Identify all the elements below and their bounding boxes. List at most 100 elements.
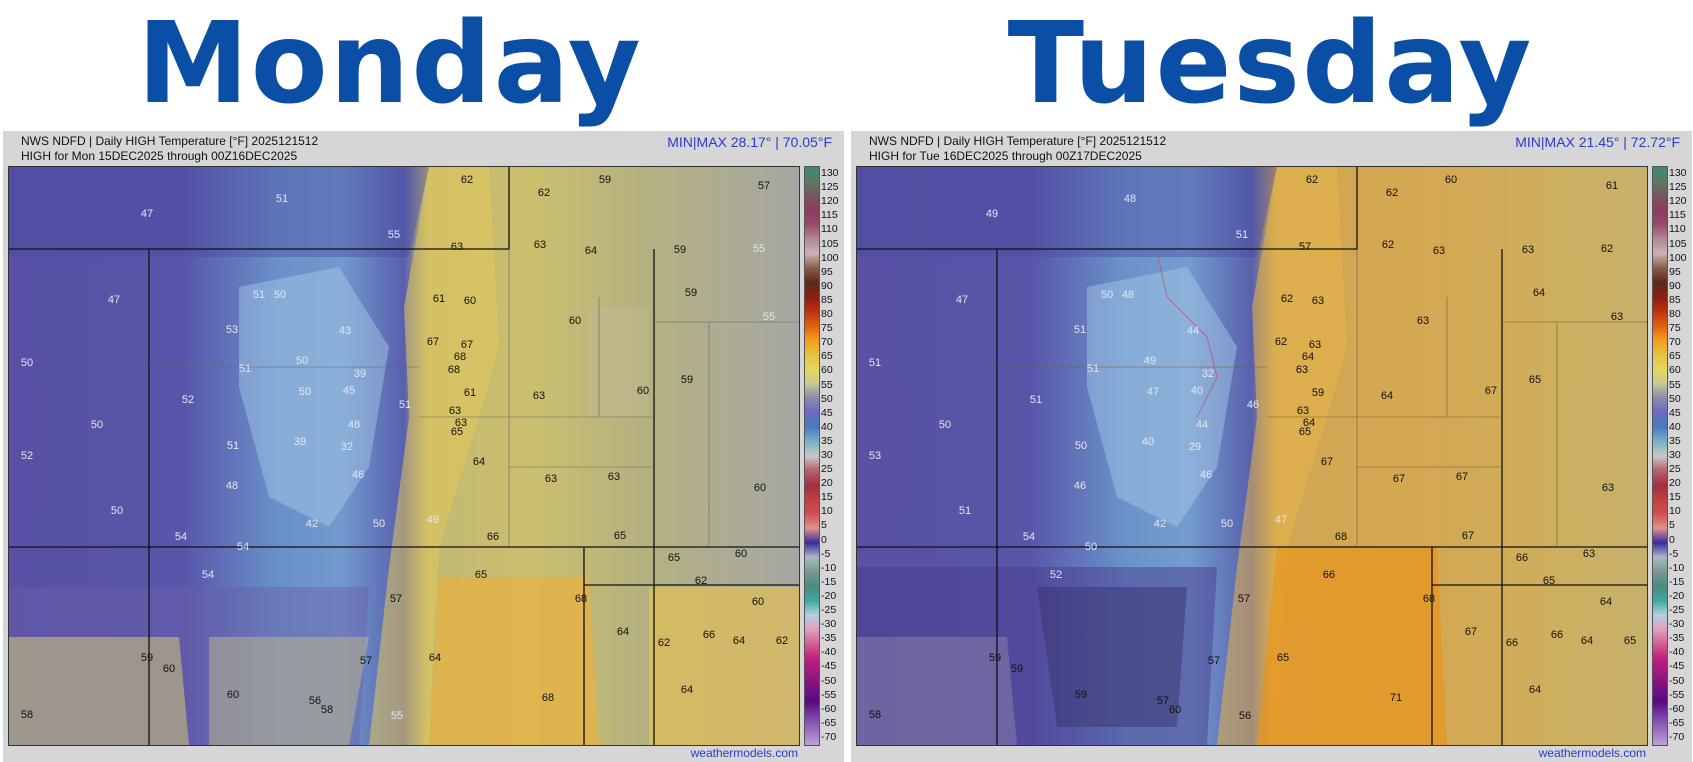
temperature-label: 63 xyxy=(1296,405,1310,417)
colorbar-tick: 80 xyxy=(1669,308,1681,321)
temperature-label: 46 xyxy=(351,469,365,481)
temperature-label: 57 xyxy=(757,180,771,192)
colorbar-tick: 95 xyxy=(1669,265,1681,278)
colorbar-tick: 90 xyxy=(1669,279,1681,292)
temperature-label: 67 xyxy=(460,339,474,351)
colorbar-tick: 105 xyxy=(1669,237,1687,250)
colorbar-tick: -30 xyxy=(1669,618,1685,631)
temperature-label: 63 xyxy=(1582,548,1596,560)
temperature-label: 54 xyxy=(236,541,250,553)
colorbar-labels: 130 125 120 115 110 105 100 95 90 85 80 75 70 65 60 55 5… xyxy=(1669,166,1693,744)
colorbar-tick: 100 xyxy=(821,251,839,264)
temperature-label: 62 xyxy=(657,637,671,649)
temperature-label: 63 xyxy=(532,390,546,402)
temperature-label: 55 xyxy=(387,229,401,241)
colorbar-tick: 25 xyxy=(821,463,833,476)
colorbar-tick: -15 xyxy=(821,575,837,588)
colorbar-tick: 0 xyxy=(1669,533,1675,546)
temperature-label: 61 xyxy=(463,387,477,399)
map-header-valid-time: HIGH for Mon 15DEC2025 through 00Z16DEC2… xyxy=(21,149,298,163)
colorbar-tick: 35 xyxy=(821,434,833,447)
colorbar-tick: -20 xyxy=(1669,589,1685,602)
temperature-label: 57 xyxy=(1298,241,1312,253)
temperature-label: 57 xyxy=(1207,655,1221,667)
colorbar-tick: 95 xyxy=(821,265,833,278)
colorbar-tick: -70 xyxy=(1669,730,1685,743)
colorbar-tick: 20 xyxy=(821,477,833,490)
temperature-label: 29 xyxy=(1188,441,1202,453)
temperature-label: 47 xyxy=(140,208,154,220)
temperature-label: 40 xyxy=(1141,436,1155,448)
temperature-label: 62 xyxy=(1305,174,1319,186)
temperature-label: 63 xyxy=(1416,315,1430,327)
temperature-label: 65 xyxy=(1276,652,1290,664)
temperature-label: 62 xyxy=(537,187,551,199)
colorbar-tick: 90 xyxy=(821,279,833,292)
temperature-label: 47 xyxy=(1274,514,1288,526)
colorbar-tick: 40 xyxy=(821,420,833,433)
temperature-label: 63 xyxy=(448,405,462,417)
temperature-label: 50 xyxy=(295,355,309,367)
temperature-label: 64 xyxy=(616,626,630,638)
colorbar-tick: 130 xyxy=(821,167,839,180)
temperature-label: 51 xyxy=(398,399,412,411)
temperature-label: 50 xyxy=(1100,289,1114,301)
temperature-label: 65 xyxy=(1623,635,1637,647)
temperature-label: 40 xyxy=(1190,385,1204,397)
temperature-label: 63 xyxy=(1521,244,1535,256)
temperature-label: 54 xyxy=(1022,531,1036,543)
temperature-label: 51 xyxy=(226,440,240,452)
colorbar-tick: -60 xyxy=(1669,702,1685,715)
temperature-label: 50 xyxy=(110,505,124,517)
temperature-label: 63 xyxy=(454,417,468,429)
temperature-label: 59 xyxy=(988,652,1002,664)
temperature-label: 67 xyxy=(1392,473,1406,485)
temperature-label: 56 xyxy=(308,695,322,707)
temperature-label: 59 xyxy=(1311,387,1325,399)
temperature-label: 55 xyxy=(752,243,766,255)
map-header-title: NWS NDFD | Daily HIGH Temperature [°F] 2… xyxy=(21,134,319,148)
temperature-label: 42 xyxy=(1153,518,1167,530)
temperature-label: 54 xyxy=(201,569,215,581)
temperature-label: 67 xyxy=(1461,530,1475,542)
temperature-label: 51 xyxy=(868,357,882,369)
colorbar-tick: 65 xyxy=(821,350,833,363)
temperature-label: 59 xyxy=(1074,689,1088,701)
temperature-label: 58 xyxy=(20,709,34,721)
colorbar-tick: -70 xyxy=(821,730,837,743)
colorbar-tick: 75 xyxy=(1669,322,1681,335)
colorbar xyxy=(804,166,820,746)
temperature-label: 62 xyxy=(460,174,474,186)
min-max-readout: MIN|MAX 21.45° | 72.72°F xyxy=(1515,134,1680,150)
temperature-label: 62 xyxy=(1280,293,1294,305)
temperature-label: 59 xyxy=(598,174,612,186)
temperature-label: 65 xyxy=(1528,374,1542,386)
colorbar-tick: -45 xyxy=(1669,660,1685,673)
colorbar-tick: -35 xyxy=(1669,632,1685,645)
credit-link[interactable]: weathermodels.com xyxy=(1538,746,1646,760)
temperature-label: 64 xyxy=(680,684,694,696)
temperature-label: 63 xyxy=(607,471,621,483)
temperature-label: 63 xyxy=(450,241,464,253)
temperature-label: 59 xyxy=(680,374,694,386)
credit-link[interactable]: weathermodels.com xyxy=(690,746,798,760)
temperature-label: 66 xyxy=(1505,637,1519,649)
temperature-label: 63 xyxy=(1610,311,1624,323)
colorbar-tick: 35 xyxy=(1669,434,1681,447)
colorbar-tick: 85 xyxy=(1669,293,1681,306)
temperature-label: 68 xyxy=(447,364,461,376)
colorbar-tick: -60 xyxy=(821,702,837,715)
temperature-label: 51 xyxy=(1086,363,1100,375)
colorbar-tick: 40 xyxy=(1669,420,1681,433)
colorbar-tick: 130 xyxy=(1669,167,1687,180)
temperature-label: 51 xyxy=(275,193,289,205)
map-header-valid-time: HIGH for Tue 16DEC2025 through 00Z17DEC2… xyxy=(869,149,1142,163)
colorbar-tick: 30 xyxy=(821,449,833,461)
temperature-label: 66 xyxy=(1550,629,1564,641)
temperature-label: 63 xyxy=(1601,482,1615,494)
temperature-label: 49 xyxy=(1143,355,1157,367)
colorbar-tick: -25 xyxy=(821,604,837,617)
colorbar-tick: 30 xyxy=(1669,449,1681,461)
temperature-label: 63 xyxy=(1308,339,1322,351)
temperature-label: 63 xyxy=(1295,364,1309,376)
